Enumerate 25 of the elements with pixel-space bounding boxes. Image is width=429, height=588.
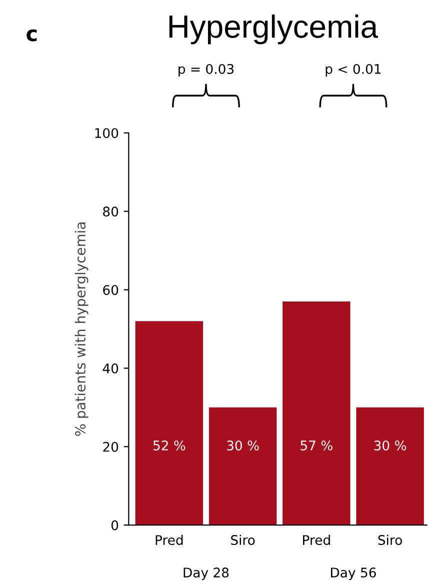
x-tick-label: Pred (303, 534, 330, 546)
y-axis-title: % patients with hyperglycemia (74, 222, 88, 436)
y-tick-label: 20 (103, 442, 118, 452)
y-tick-label: 60 (103, 284, 118, 295)
x-tick-label: Pred (156, 534, 183, 546)
bar (282, 302, 350, 526)
text: Day 56 (331, 568, 376, 580)
y-tick-label: 100 (95, 128, 118, 138)
text: c (26, 29, 37, 42)
bar (356, 407, 424, 526)
y-tick-label: 0 (111, 520, 118, 530)
data-label: 52 % (153, 440, 186, 450)
x-tick-label: Siro (378, 534, 402, 546)
x-tick-label: Siro (231, 534, 255, 546)
data-label: 30 % (374, 440, 406, 450)
y-tick-label: 80 (103, 206, 118, 217)
y-tick-label: 40 (102, 363, 118, 374)
bar (208, 407, 277, 526)
text: p = 0.03 (178, 64, 234, 77)
chart-title: Hyperglycemia (169, 14, 378, 44)
data-label: 57 % (300, 440, 332, 450)
data-label: 30 % (227, 440, 259, 450)
text: Day 28 (184, 568, 229, 580)
text: p < 0.01 (326, 64, 381, 77)
bar (135, 321, 204, 526)
